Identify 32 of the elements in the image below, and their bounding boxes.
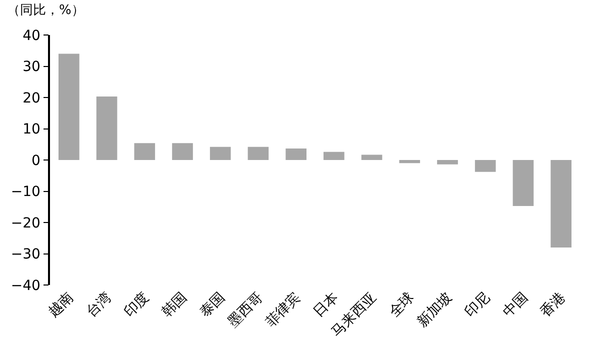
y-tick-label: 20 bbox=[22, 90, 40, 106]
x-tick-label: 日本 bbox=[310, 289, 342, 321]
y-tick-label: 30 bbox=[22, 59, 40, 76]
bar bbox=[324, 152, 344, 160]
y-tick-label: −20 bbox=[10, 215, 40, 232]
bar bbox=[399, 160, 420, 164]
x-tick-label: 香港 bbox=[538, 289, 569, 321]
y-tick-label: −30 bbox=[10, 246, 40, 263]
bar bbox=[286, 148, 306, 160]
x-tick-label: 越南 bbox=[46, 289, 77, 321]
bar bbox=[96, 96, 118, 160]
bar bbox=[512, 160, 534, 206]
bar bbox=[474, 160, 496, 172]
bar bbox=[550, 160, 572, 248]
y-tick-label: 0 bbox=[32, 152, 40, 169]
x-tick-label: 印尼 bbox=[462, 289, 494, 321]
bar bbox=[210, 146, 231, 160]
y-tick-label: −40 bbox=[10, 278, 40, 294]
x-tick-label: 韩国 bbox=[159, 289, 190, 321]
bar bbox=[437, 160, 458, 164]
x-tick-label: 中国 bbox=[500, 289, 531, 321]
y-axis-title: （同比，%） bbox=[7, 3, 84, 18]
bar bbox=[361, 154, 382, 160]
bar bbox=[134, 143, 156, 160]
x-tick-label: 台湾 bbox=[83, 289, 115, 321]
bar bbox=[172, 143, 193, 160]
y-tick-label: −10 bbox=[10, 184, 40, 200]
x-tick-label: 印度 bbox=[121, 289, 152, 321]
bar bbox=[248, 146, 269, 160]
bar bbox=[58, 54, 80, 160]
y-tick-label: 40 bbox=[22, 28, 40, 44]
y-tick-label: 10 bbox=[22, 122, 40, 138]
